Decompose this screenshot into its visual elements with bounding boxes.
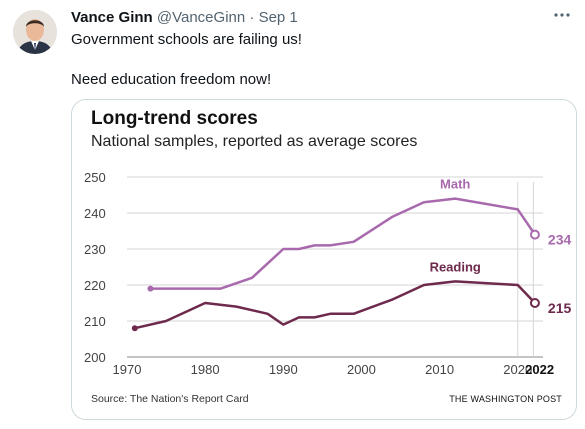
chart-subtitle: National samples, reported as average sc… (91, 133, 418, 150)
author-handle[interactable]: @VanceGinn (156, 9, 246, 26)
series-end-label: 215 (548, 300, 572, 316)
series-start-point (147, 285, 154, 292)
series-line-math (150, 197, 536, 290)
tweet-line-2: Need education freedom now! (71, 71, 272, 88)
tweet-date[interactable]: Sep 1 (258, 9, 298, 26)
chart-source: Source: The Nation's Report Card (91, 393, 249, 405)
tweet-header: Vance Ginn @VanceGinn · Sep 1 (71, 8, 298, 28)
x-tick-label: 2000 (347, 362, 376, 377)
series-end-point (529, 298, 540, 308)
x-tick-label: 2020 (503, 362, 532, 377)
x-tick-label: 2022 (525, 362, 554, 377)
chart-credit: THE WASHINGTON POST (449, 394, 562, 404)
tweet-text: Government schools are failing us! Need … (71, 30, 302, 90)
y-tick-label: 200 (84, 350, 106, 365)
series-start-point (131, 325, 138, 332)
series-end-label: 234 (548, 232, 572, 248)
x-tick-label: 1970 (113, 362, 142, 377)
line-chart: 200 210 220 230 240 250 1970 1980 1990 2000 2010 20… (84, 170, 572, 377)
more-horizontal-icon[interactable] (553, 6, 571, 29)
series-name-label: Math (440, 177, 470, 192)
chart-card[interactable]: Long-trend scores National samples, repo… (71, 99, 577, 420)
x-tick-label: 1990 (269, 362, 298, 377)
x-tick-label: 2010 (425, 362, 454, 377)
series-end-point (529, 229, 540, 240)
tweet-line-1: Government schools are failing us! (71, 31, 302, 48)
x-tick-label: 1980 (191, 362, 220, 377)
avatar[interactable] (13, 10, 57, 54)
separator-dot: · (249, 9, 255, 26)
y-tick-label: 240 (84, 206, 106, 221)
y-tick-label: 210 (84, 314, 106, 329)
chart-title: Long-trend scores (91, 108, 258, 129)
author-name[interactable]: Vance Ginn (71, 9, 153, 26)
y-tick-label: 250 (84, 170, 106, 185)
series-name-label: Reading (430, 259, 481, 274)
y-tick-label: 230 (84, 242, 106, 257)
y-tick-label: 220 (84, 278, 106, 293)
series-line-reading (134, 280, 536, 330)
